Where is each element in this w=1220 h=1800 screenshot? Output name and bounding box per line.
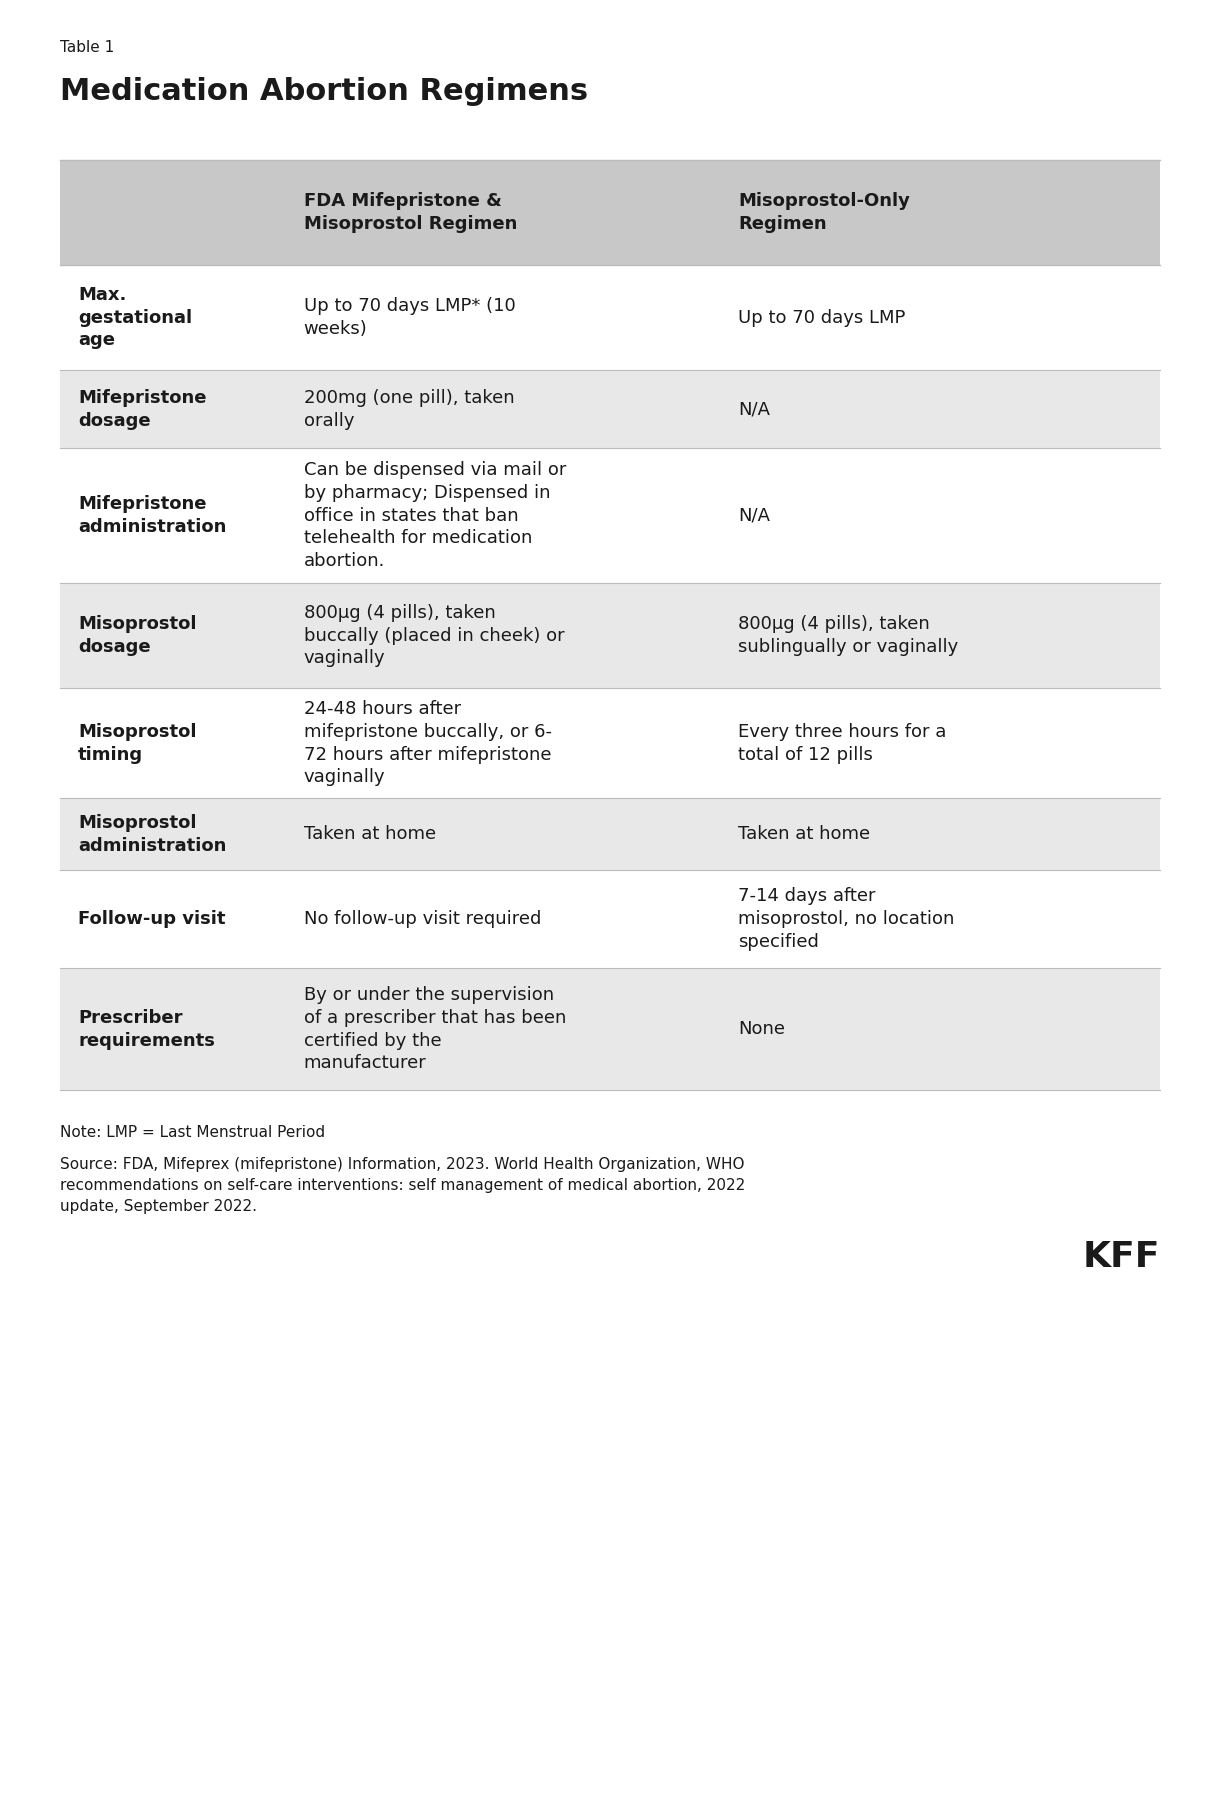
Text: Up to 70 days LMP* (10
weeks): Up to 70 days LMP* (10 weeks) (304, 297, 515, 338)
Text: Every three hours for a
total of 12 pills: Every three hours for a total of 12 pill… (738, 722, 947, 763)
Text: Can be dispensed via mail or
by pharmacy; Dispensed in
office in states that ban: Can be dispensed via mail or by pharmacy… (304, 461, 566, 571)
Text: Misoprostol-Only
Regimen: Misoprostol-Only Regimen (738, 193, 910, 232)
Text: Prescriber
requirements: Prescriber requirements (78, 1008, 215, 1049)
Text: N/A: N/A (738, 506, 770, 524)
Text: 800μg (4 pills), taken
buccally (placed in cheek) or
vaginally: 800μg (4 pills), taken buccally (placed … (304, 603, 564, 668)
Bar (60, 869, 1160, 968)
Text: Mifepristone
dosage: Mifepristone dosage (78, 389, 206, 430)
Text: Table 1: Table 1 (60, 40, 115, 56)
Text: Follow-up visit: Follow-up visit (78, 911, 226, 929)
Bar (60, 448, 1160, 583)
Bar (60, 583, 1160, 688)
Bar (60, 371, 1160, 448)
Text: Up to 70 days LMP: Up to 70 days LMP (738, 308, 905, 326)
Text: Medication Abortion Regimens: Medication Abortion Regimens (60, 77, 588, 106)
Bar (60, 160, 1160, 265)
Text: 24-48 hours after
mifepristone buccally, or 6-
72 hours after mifepristone
vagin: 24-48 hours after mifepristone buccally,… (304, 700, 551, 787)
Text: FDA Mifepristone &
Misoprostol Regimen: FDA Mifepristone & Misoprostol Regimen (304, 193, 517, 232)
Text: Mifepristone
administration: Mifepristone administration (78, 495, 227, 536)
Text: No follow-up visit required: No follow-up visit required (304, 911, 540, 929)
Text: Misoprostol
dosage: Misoprostol dosage (78, 616, 196, 655)
Text: 7-14 days after
misoprostol, no location
specified: 7-14 days after misoprostol, no location… (738, 887, 954, 950)
Bar (60, 797, 1160, 869)
Text: KFF: KFF (1082, 1240, 1160, 1274)
Text: Misoprostol
timing: Misoprostol timing (78, 722, 196, 763)
Text: Misoprostol
administration: Misoprostol administration (78, 814, 227, 855)
Text: Max.
gestational
age: Max. gestational age (78, 286, 192, 349)
Bar (60, 688, 1160, 797)
Text: 200mg (one pill), taken
orally: 200mg (one pill), taken orally (304, 389, 514, 430)
Text: Taken at home: Taken at home (304, 824, 436, 842)
Bar (60, 968, 1160, 1091)
Text: N/A: N/A (738, 400, 770, 418)
Text: Source: FDA, Mifeprex (mifepristone) Information, 2023. World Health Organizatio: Source: FDA, Mifeprex (mifepristone) Inf… (60, 1157, 745, 1213)
Text: Note: LMP = Last Menstrual Period: Note: LMP = Last Menstrual Period (60, 1125, 325, 1139)
Text: By or under the supervision
of a prescriber that has been
certified by the
manuf: By or under the supervision of a prescri… (304, 986, 566, 1073)
Bar (60, 265, 1160, 371)
Text: None: None (738, 1021, 784, 1039)
Text: 800μg (4 pills), taken
sublingually or vaginally: 800μg (4 pills), taken sublingually or v… (738, 616, 958, 655)
Text: Taken at home: Taken at home (738, 824, 870, 842)
